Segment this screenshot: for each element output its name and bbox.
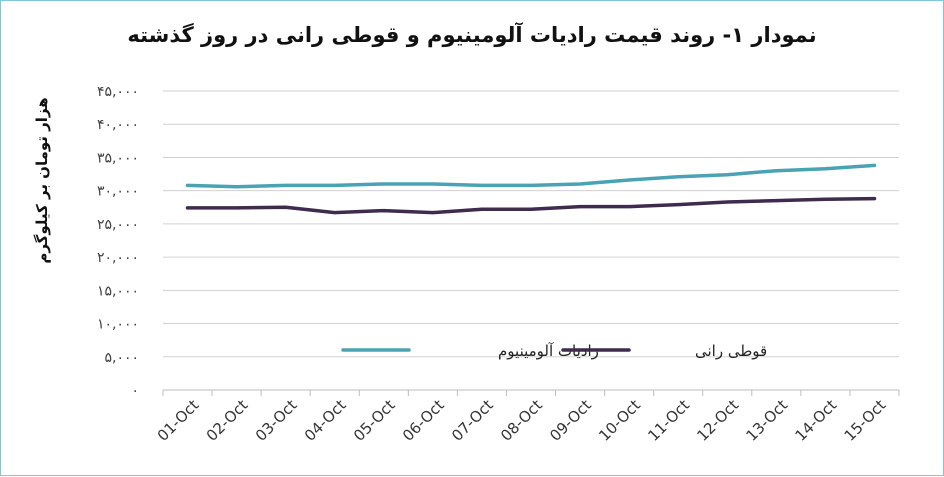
- x-tick-label-8: 09-Oct: [546, 396, 595, 445]
- y-tick-label-8: ۴۰,۰۰۰: [97, 117, 139, 133]
- y-tick-label-3: ۱۵,۰۰۰: [97, 283, 139, 299]
- y-tick-label-6: ۳۰,۰۰۰: [97, 184, 139, 200]
- x-tick-label-11: 12-Oct: [693, 396, 742, 445]
- x-tick-label-4: 05-Oct: [350, 396, 399, 445]
- x-tick-label-6: 07-Oct: [448, 396, 497, 445]
- legend-label-0: رادیات آلومینیوم: [498, 342, 599, 360]
- x-tick-label-10: 11-Oct: [644, 396, 693, 445]
- series-line-0: [185, 163, 877, 189]
- series-line-1: [185, 196, 877, 215]
- y-tick-label-5: ۲۵,۰۰۰: [97, 217, 139, 233]
- y-tick-label-2: ۱۰,۰۰۰: [97, 317, 139, 333]
- x-tick-label-13: 14-Oct: [792, 396, 841, 445]
- x-tick-label-14: 15-Oct: [841, 396, 890, 445]
- x-tick-label-3: 04-Oct: [301, 396, 350, 445]
- legend-label-1: قوطی رانی: [695, 342, 767, 360]
- x-tick-label-5: 06-Oct: [399, 396, 448, 445]
- y-tick-label-7: ۳۵,۰۰۰: [97, 150, 139, 166]
- y-tick-label-9: ۴۵,۰۰۰: [97, 84, 139, 100]
- x-tick-label-0: 01-Oct: [154, 396, 203, 445]
- y-tick-label-1: ۵,۰۰۰: [104, 350, 139, 366]
- y-tick-label-4: ۲۰,۰۰۰: [97, 250, 139, 266]
- x-tick-label-9: 10-Oct: [595, 396, 644, 445]
- x-tick-label-2: 03-Oct: [252, 396, 301, 445]
- x-tick-label-1: 02-Oct: [203, 396, 252, 445]
- y-tick-label-0: ۰: [131, 383, 139, 399]
- y-axis-label: هزار تومان بر کیلوگرم: [33, 97, 51, 263]
- chart-title: نمودار ۱- روند قیمت رادیات آلومینیوم و ق…: [127, 23, 817, 47]
- x-tick-label-7: 08-Oct: [497, 396, 546, 445]
- x-tick-label-12: 13-Oct: [742, 396, 791, 445]
